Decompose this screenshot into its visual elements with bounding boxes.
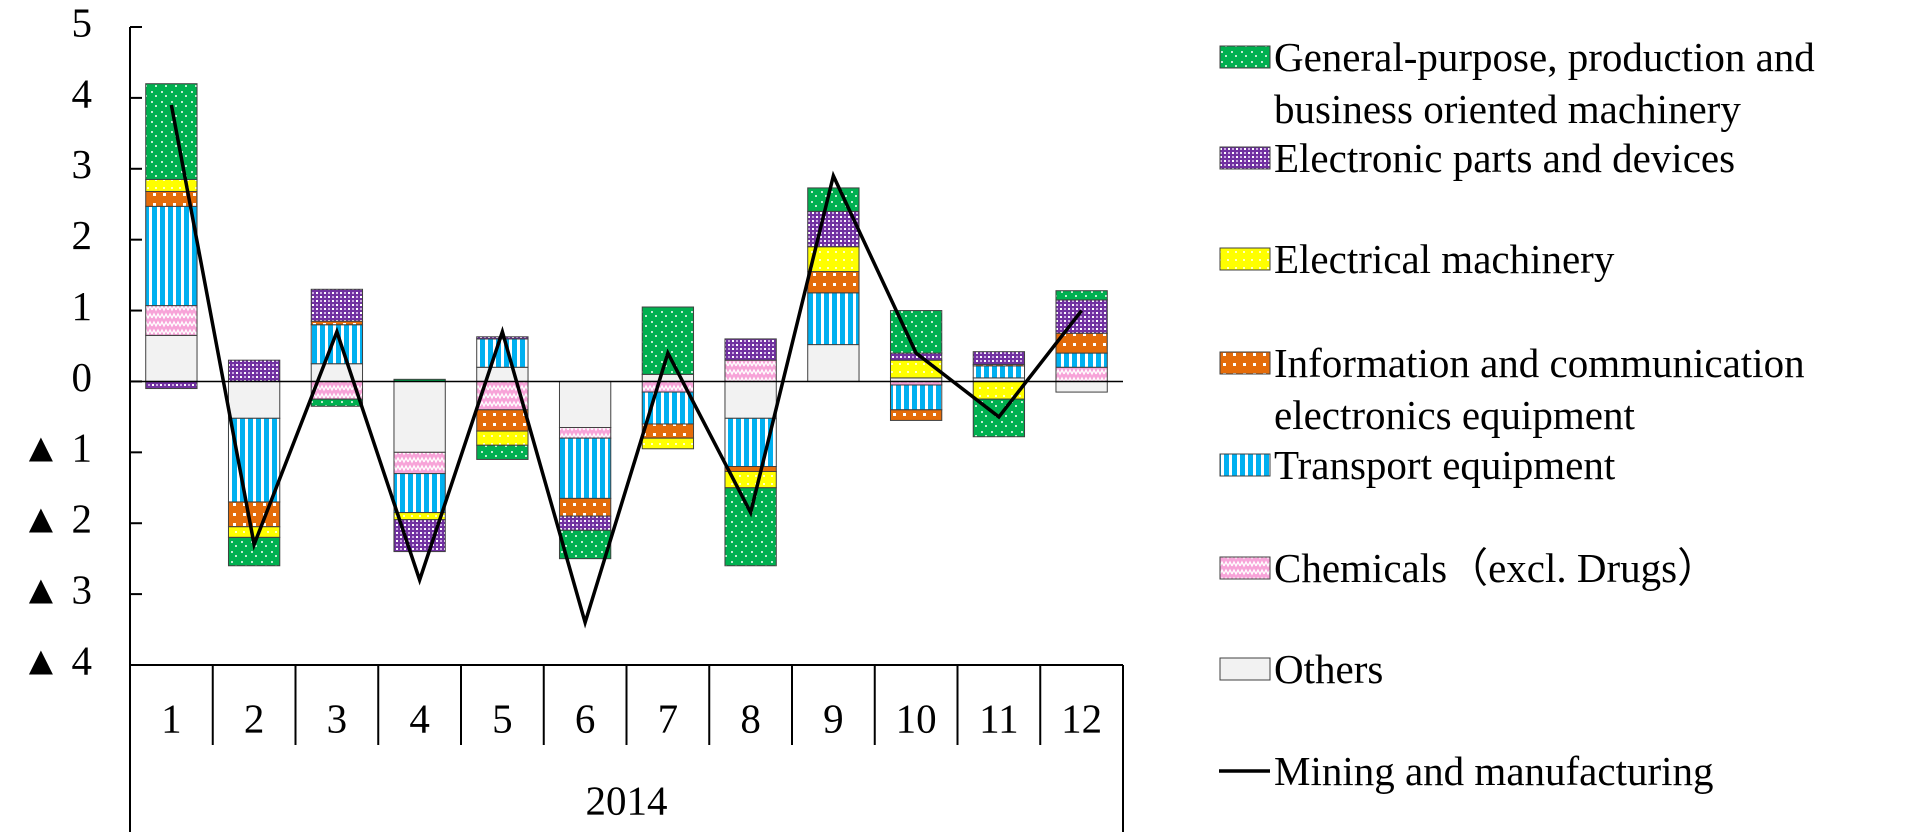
bar-segment (227, 380, 281, 419)
bar-segment (393, 512, 446, 521)
bar-segment (145, 380, 198, 390)
bar-segment (641, 373, 695, 382)
line-series (169, 104, 1084, 629)
bar-segment (558, 427, 612, 439)
legend-label: Mining and manufacturing (1274, 748, 1714, 794)
bar-segment (558, 437, 612, 499)
bar-segment (1055, 299, 1108, 334)
y-tick-label: 5 (72, 0, 93, 45)
bar-segment (145, 205, 198, 307)
y-tick-label: 4 (72, 70, 93, 116)
x-tick-label: 3 (327, 695, 348, 741)
bar-segment (641, 423, 695, 439)
bar-segment (558, 529, 612, 560)
x-tick-label: 1 (161, 695, 182, 741)
bar-segment (724, 359, 777, 382)
bar-segment (393, 380, 446, 453)
bar-segment (310, 398, 364, 407)
bar-segment (724, 380, 777, 419)
bar-segment (889, 409, 943, 421)
bar-segment (807, 344, 860, 382)
legend-swatch (1219, 556, 1271, 580)
x-tick-label: 4 (409, 695, 430, 741)
x-tick-label: 11 (979, 695, 1018, 741)
x-tick-label: 8 (740, 695, 761, 741)
bar-segment (476, 338, 529, 368)
legend-swatch (1219, 247, 1271, 271)
x-tick-label: 5 (492, 695, 513, 741)
legend-label: Electrical machinery (1274, 236, 1615, 282)
bar-segment (807, 292, 860, 346)
bar-segment (558, 515, 612, 531)
x-tick-label: 10 (896, 695, 937, 741)
bar-segment (393, 473, 446, 514)
bar-segment (1055, 290, 1108, 301)
y-tick-label: 1 (72, 283, 93, 329)
bar-segment (972, 365, 1026, 379)
bar-segment (310, 320, 364, 326)
y-tick-label: ▲ 4 (21, 637, 92, 683)
y-tick-label: ▲ 1 (21, 425, 92, 471)
y-tick-label: ▲ 2 (21, 496, 92, 542)
bar-segment (393, 451, 446, 475)
legend-swatch (1219, 146, 1271, 170)
y-tick-label: ▲ 3 (21, 567, 92, 613)
legend-swatch (1219, 657, 1271, 681)
bar-segment (145, 334, 198, 382)
bar-segment (1055, 366, 1108, 382)
bar-segment (476, 444, 529, 460)
legend-label: Information and communication electronic… (1274, 340, 1805, 438)
bar-segment (641, 306, 695, 375)
x-tick-label: 6 (575, 695, 596, 741)
x-tick-label: 9 (823, 695, 844, 741)
bar-segment (972, 351, 1026, 365)
bar-segment (724, 487, 777, 567)
bar-segment (724, 338, 777, 361)
legend-label: Others (1274, 646, 1384, 692)
bar-segment (476, 430, 529, 446)
bar-segment (558, 380, 612, 429)
bar-segment (724, 466, 777, 472)
bar-segment (1055, 352, 1108, 368)
bar-segment (558, 497, 612, 517)
bar-segment (227, 501, 281, 528)
bar-segment (145, 305, 198, 336)
bar-segment (807, 210, 860, 248)
category-group-label: 2014 (586, 777, 668, 823)
bar-segment (641, 437, 695, 450)
legend-swatch (1219, 351, 1271, 375)
legend-label: General-purpose, production and business… (1274, 34, 1815, 132)
y-tick-label: 2 (72, 212, 93, 258)
bar-segment (476, 366, 529, 382)
bar-segment (807, 271, 860, 294)
legend-label: Chemicals（excl. Drugs） (1274, 545, 1719, 591)
bar-segment (476, 409, 529, 432)
legend-label: Transport equipment (1274, 442, 1616, 488)
bar-segment (145, 83, 198, 180)
x-tick-label: 12 (1061, 695, 1102, 741)
legend-label: Electronic parts and devices (1274, 135, 1736, 181)
legend-swatch (1219, 453, 1271, 477)
bar-segment (889, 384, 943, 411)
x-tick-label: 2 (244, 695, 265, 741)
x-tick-label: 7 (658, 695, 679, 741)
bar-segment (145, 178, 198, 192)
bar-segment (310, 288, 364, 322)
bar-segment (227, 359, 281, 382)
bar-segment (1055, 380, 1108, 393)
y-tick-label: 3 (72, 141, 93, 187)
legend-swatch (1219, 45, 1271, 69)
bar-segment (227, 417, 281, 503)
bar-segment (807, 187, 860, 212)
y-tick-label: 0 (72, 354, 93, 400)
